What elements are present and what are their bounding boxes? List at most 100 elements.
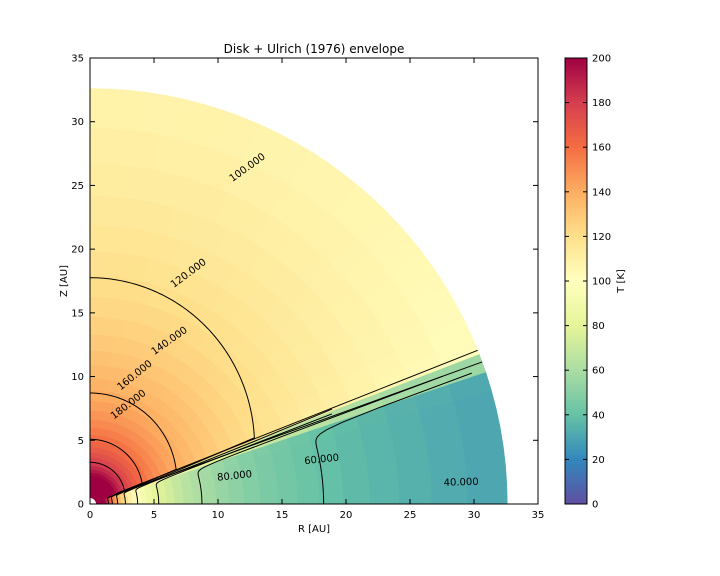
heat-cell xyxy=(94,377,102,391)
heat-cell xyxy=(90,427,94,436)
heat-cell xyxy=(98,296,110,318)
colorbar-tick-label: 160 xyxy=(592,143,611,154)
colorbar-tick-label: 0 xyxy=(592,500,598,511)
heat-cell xyxy=(229,496,245,504)
y-tick-label: 15 xyxy=(71,308,84,319)
heat-cell xyxy=(94,400,100,412)
colorbar-tick-label: 200 xyxy=(592,54,611,65)
heat-cell xyxy=(431,486,469,504)
heat-cell xyxy=(101,224,117,253)
heat-cell xyxy=(105,127,126,166)
contour-180 xyxy=(90,461,125,504)
contour-160 xyxy=(90,438,143,504)
colorbar-tick-label: 180 xyxy=(592,98,611,109)
heat-cell xyxy=(96,350,105,366)
heat-cell xyxy=(94,389,101,402)
heat-cell xyxy=(297,493,321,504)
y-tick-label: 0 xyxy=(78,500,84,511)
heat-cell xyxy=(100,251,114,277)
contour-120 xyxy=(90,277,255,504)
heat-cell xyxy=(90,364,97,379)
heat-cell xyxy=(90,296,100,318)
y-axis-label: Z [AU] xyxy=(59,265,70,297)
contour-60 xyxy=(197,375,443,504)
heat-cell xyxy=(90,446,93,453)
heat-cell xyxy=(90,333,99,351)
x-axis-label: R [AU] xyxy=(298,524,330,535)
heat-cell xyxy=(183,498,194,504)
colorbar-tick-label: 60 xyxy=(592,366,605,377)
contour-label: 60.000 xyxy=(304,453,340,468)
colorbar-ticks: 0 20 40 60 80 100 120 140 160 180 200 xyxy=(565,54,611,511)
x-tick-label: 5 xyxy=(151,510,157,521)
heat-cell xyxy=(277,494,299,504)
heat-cell xyxy=(90,251,103,276)
heat-cell xyxy=(93,419,99,429)
heat-cell xyxy=(103,163,122,198)
colorbar-tick-label: 140 xyxy=(592,187,611,198)
heat-cell xyxy=(95,364,104,379)
heat-cell xyxy=(96,334,107,352)
heat-cell xyxy=(90,350,98,366)
heat-cell xyxy=(204,497,217,504)
heat-cell xyxy=(97,316,108,336)
y-tick-label: 5 xyxy=(78,436,84,447)
x-tick-label: 15 xyxy=(276,510,289,521)
y-tick-label: 20 xyxy=(71,245,84,256)
heat-cell xyxy=(369,489,400,504)
heat-cell xyxy=(90,274,101,298)
heat-cell xyxy=(90,88,110,129)
colorbar-tick-label: 40 xyxy=(592,410,605,421)
x-tick-label: 30 xyxy=(468,510,481,521)
y-tick-label: 35 xyxy=(71,54,84,65)
heat-cell xyxy=(343,490,371,504)
x-tick-label: 10 xyxy=(212,510,225,521)
x-tick-label: 20 xyxy=(340,510,353,521)
heat-cell xyxy=(90,400,96,411)
heat-cell xyxy=(90,195,105,226)
y-axis-ticks: 0 5 10 15 20 25 30 35 xyxy=(71,54,538,511)
x-tick-label: 0 xyxy=(87,510,93,521)
chart-title: Disk + Ulrich (1976) envelope xyxy=(224,42,405,56)
disk-surface-line-2 xyxy=(115,349,478,495)
heat-cell xyxy=(398,487,433,504)
heat-cell xyxy=(90,419,95,428)
colorbar-tick-label: 120 xyxy=(592,232,611,243)
contour-100 xyxy=(135,408,333,504)
heat-cell xyxy=(90,316,100,335)
heat-cell xyxy=(90,452,93,458)
heat-cell xyxy=(92,427,98,436)
colorbar-tick-label: 100 xyxy=(592,277,611,288)
x-tick-label: 25 xyxy=(404,510,417,521)
heat-cell xyxy=(107,88,129,130)
y-tick-label: 25 xyxy=(71,181,84,192)
heat-cell xyxy=(90,127,108,165)
contour-label: 80.000 xyxy=(217,469,253,484)
x-tick-label: 35 xyxy=(532,510,545,521)
plot-frame xyxy=(89,57,539,505)
heat-cell xyxy=(90,389,96,402)
colorbar-tick-label: 20 xyxy=(592,455,605,466)
heat-cell xyxy=(90,410,95,420)
heat-cell xyxy=(90,163,107,197)
heat-cell xyxy=(90,440,94,448)
temperature-map xyxy=(90,88,508,504)
contour-label: 40.000 xyxy=(444,477,479,489)
y-tick-label: 10 xyxy=(71,372,84,383)
contour-80 xyxy=(155,413,333,504)
heat-cell xyxy=(243,495,261,504)
heat-cell xyxy=(193,498,205,504)
disk-surface-line-1 xyxy=(116,361,483,495)
contour-40 xyxy=(315,372,472,504)
temperature-contours xyxy=(90,277,483,504)
y-tick-label: 30 xyxy=(71,117,84,128)
x-axis-ticks: 0 5 10 15 20 25 30 35 xyxy=(87,58,545,521)
heat-cell xyxy=(259,495,279,504)
heat-cell xyxy=(90,224,104,252)
colorbar-label: T [K] xyxy=(616,269,627,294)
heat-cell xyxy=(93,410,99,421)
heat-cell xyxy=(102,195,119,227)
colorbar-tick-label: 80 xyxy=(592,321,605,332)
heat-cell xyxy=(90,377,97,391)
